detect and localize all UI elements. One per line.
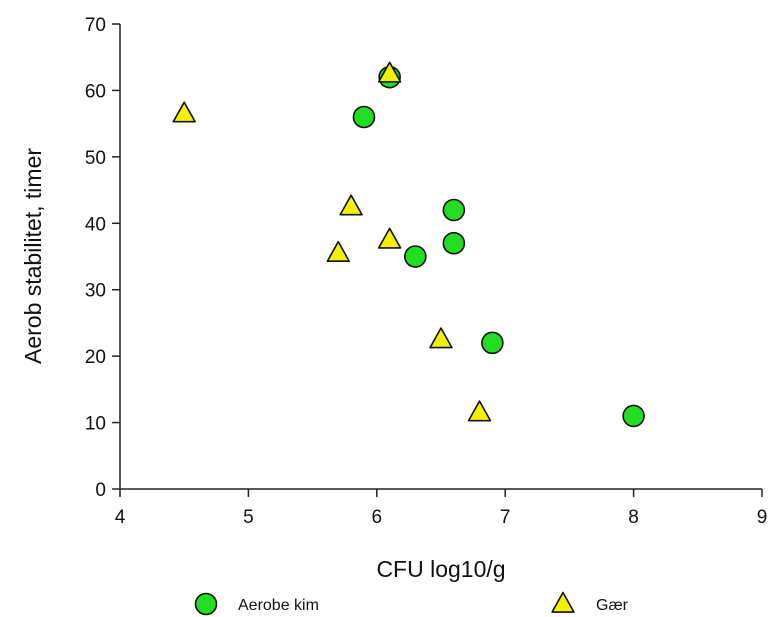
legend-circle-icon [194,592,218,616]
circle-point [622,404,645,428]
x-tick-label: 5 [243,507,254,528]
triangle-point [172,101,196,123]
circle-point [442,198,466,222]
y-tick-label: 50 [85,148,106,169]
y-tick-label: 70 [85,15,106,36]
y-tick-label: 0 [95,480,106,501]
circle-point [481,331,504,355]
x-axis-title: CFU log10/g [376,556,505,582]
y-tick-label: 30 [85,281,106,302]
axes [119,24,762,490]
triangle-point [467,400,492,422]
x-tick-label: 4 [115,507,126,528]
circle-point [404,245,427,268]
triangle-point [429,327,453,349]
data-points [172,61,645,428]
triangle-point [377,227,402,249]
triangle-point [326,240,351,263]
y-ticks: 0 10 20 30 40 50 60 70 [85,15,120,501]
y-tick-label: 40 [85,214,106,235]
x-tick-label: 8 [628,507,639,528]
y-axis-title: Aerob stabilitet, timer [20,148,46,364]
legend: Aerobe kim Gær [194,591,629,616]
legend-triangle-icon [551,591,575,613]
x-tick-label: 6 [372,507,383,528]
legend-label: Gær [596,597,629,614]
x-tick-label: 9 [757,507,768,528]
y-tick-label: 20 [85,347,106,368]
triangle-point [339,194,363,216]
y-tick-label: 60 [85,81,106,102]
y-tick-label: 10 [85,414,106,435]
circle-point [352,105,376,129]
x-ticks: 4 5 6 7 8 9 [115,489,768,528]
legend-label: Aerobe kim [238,597,319,614]
x-tick-label: 7 [500,507,511,528]
circle-point [442,231,466,255]
triangle-point [377,61,402,83]
